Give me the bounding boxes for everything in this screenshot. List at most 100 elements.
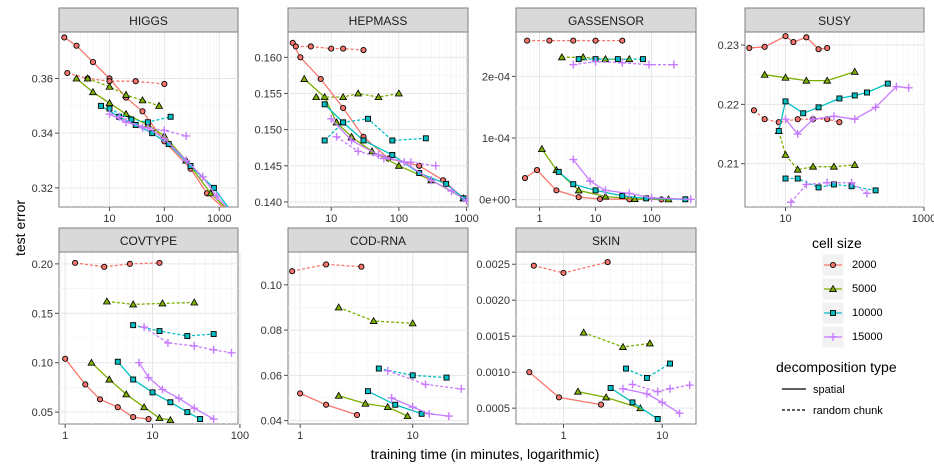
data-point [167,113,174,120]
data-point [847,178,856,187]
y-tick-label: 0.34 [32,128,53,140]
legend-label-5000: 5000 [852,283,876,295]
data-point [332,132,341,141]
legend-title-cell-size: cell size [812,235,862,251]
data-point [334,391,343,399]
facet-title: HIGGS [129,14,168,28]
data-point [416,162,423,169]
x-tick-label: 1 [536,213,542,225]
data-point [575,194,582,201]
data-point [140,323,149,332]
data-point [182,156,191,165]
data-point [145,416,152,423]
data-point [462,196,468,205]
data-point [457,384,466,393]
y-tick-label: 0.0020 [476,295,510,307]
data-point [135,358,144,367]
series-2000-spatial [289,39,467,202]
y-tick-label: 0.06 [261,370,282,382]
facet-title: GASSENSOR [568,14,644,28]
data-point [836,119,843,126]
data-point [394,161,403,169]
data-point [115,112,124,121]
series-line [63,36,224,207]
data-point [138,96,147,104]
facet-title: SKIN [592,234,620,248]
series-5000-random-chunk [334,303,417,327]
data-point [775,128,782,135]
data-point [321,101,328,108]
series-line [784,85,909,135]
data-point [61,34,68,41]
panel-higgs: 10 100 1000 0.32 0.34 0.36 HIGGS [32,7,239,225]
data-point [206,189,215,197]
data-point [537,144,546,153]
data-point [570,181,577,188]
data-point [569,155,578,164]
data-point [160,126,169,135]
data-point [392,401,399,408]
x-tick-label: 100 [642,213,660,225]
y-tick-label: 0.0005 [476,403,510,415]
series-2000-spatial [521,166,665,203]
data-point [809,115,818,124]
data-point [158,385,167,394]
series-15000-random-chunk [115,112,191,140]
series-5000-spatial [334,391,412,420]
data-point [614,56,621,63]
data-point [760,70,769,78]
data-point [98,102,104,109]
data-point [829,162,838,170]
data-point [815,184,822,191]
data-point [156,328,163,335]
series-10000-random-chunk [130,322,217,339]
data-point [121,109,131,117]
data-point [800,110,807,117]
data-point [126,260,133,267]
data-point [802,180,811,189]
series-line [106,300,195,306]
series-15000-spatial [135,358,218,424]
data-point [863,89,870,96]
data-point [872,187,879,194]
data-point [444,412,453,421]
y-tick-label: 0.10 [32,358,53,370]
legend-key-15000 [821,325,845,349]
data-point [360,137,367,144]
legend-title-decomposition: decomposition type [776,359,897,375]
series-line [138,362,214,420]
data-point [340,119,347,126]
data-point [618,58,627,67]
data-point [374,92,383,101]
data-point [184,333,191,339]
data-point [431,161,440,170]
data-point [601,393,611,401]
data-point [198,172,207,181]
series-2000-random-chunk [72,259,163,270]
x-tick-label: 100 [155,213,173,225]
data-point [114,358,121,365]
series-10000-spatial [775,80,891,135]
data-point [158,299,167,307]
series-line [109,108,171,123]
data-point [182,131,191,140]
series-15000-random-chunk [786,178,871,207]
data-point [579,328,588,336]
data-point [601,192,610,200]
data-point [156,259,163,266]
y-tick-label: 1e-04 [482,133,510,145]
panel-skin: 1 10 0.0005 0.0010 0.0015 0.0020 0.0025 SKIN [476,227,697,442]
x-tick-label: 10 [779,213,791,225]
data-point [87,358,96,366]
facet-title: HEPMASS [349,14,408,28]
data-point [575,56,582,63]
data-point [312,92,321,101]
data-point [794,175,801,182]
panel-covtype: 1 10 100 0.05 0.10 0.15 0.20 COVTYPE [32,227,249,442]
y-tick-label: 0.155 [254,88,282,100]
panel-gassensor: 1 10 100 0e+00 1e-04 2e-04 GASSENSOR [479,7,697,225]
data-point [824,44,831,52]
data-point [165,141,172,148]
data-point [88,87,98,96]
